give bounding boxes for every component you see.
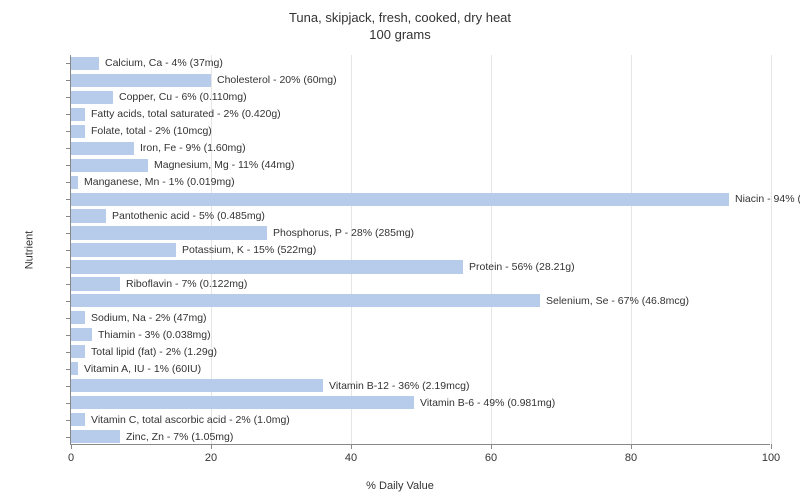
bar — [71, 277, 120, 290]
bar — [71, 430, 120, 443]
chart-title: Tuna, skipjack, fresh, cooked, dry heat … — [0, 0, 800, 44]
bar-label: Thiamin - 3% (0.038mg) — [98, 329, 211, 341]
title-line2: 100 grams — [369, 27, 430, 42]
title-line1: Tuna, skipjack, fresh, cooked, dry heat — [289, 10, 511, 25]
x-tick — [771, 444, 772, 449]
bar — [71, 74, 211, 87]
gridline — [771, 55, 772, 444]
bar-label: Protein - 56% (28.21g) — [469, 261, 575, 273]
bar — [71, 108, 85, 121]
x-tick-label: 100 — [762, 452, 780, 464]
bar — [71, 243, 176, 256]
bar-label: Pantothenic acid - 5% (0.485mg) — [112, 210, 265, 222]
bar — [71, 345, 85, 358]
bar — [71, 91, 113, 104]
bar-label: Fatty acids, total saturated - 2% (0.420… — [91, 108, 281, 120]
bar-label: Sodium, Na - 2% (47mg) — [91, 312, 207, 324]
x-axis-label: % Daily Value — [366, 480, 434, 492]
bar-label: Iron, Fe - 9% (1.60mg) — [140, 142, 246, 154]
bar-label: Copper, Cu - 6% (0.110mg) — [119, 91, 247, 103]
x-tick — [211, 444, 212, 449]
bar-label: Manganese, Mn - 1% (0.019mg) — [84, 176, 235, 188]
x-tick-label: 40 — [345, 452, 357, 464]
gridline — [491, 55, 492, 444]
x-tick — [71, 444, 72, 449]
chart-container: Tuna, skipjack, fresh, cooked, dry heat … — [0, 0, 800, 500]
gridline — [631, 55, 632, 444]
x-tick — [631, 444, 632, 449]
bar-label: Cholesterol - 20% (60mg) — [217, 74, 337, 86]
bar — [71, 396, 414, 409]
bar-label: Zinc, Zn - 7% (1.05mg) — [126, 431, 233, 443]
bar — [71, 260, 463, 273]
bar — [71, 328, 92, 341]
bar — [71, 142, 134, 155]
bar-label: Niacin - 94% (18.756mg) — [735, 193, 800, 205]
bar-label: Magnesium, Mg - 11% (44mg) — [154, 159, 294, 171]
x-tick-label: 20 — [205, 452, 217, 464]
bar-label: Vitamin C, total ascorbic acid - 2% (1.0… — [91, 414, 290, 426]
bar-label: Potassium, K - 15% (522mg) — [182, 244, 316, 256]
bar — [71, 413, 85, 426]
x-tick — [351, 444, 352, 449]
x-tick-label: 60 — [485, 452, 497, 464]
bar-label: Phosphorus, P - 28% (285mg) — [273, 227, 414, 239]
bar — [71, 125, 85, 138]
bar-label: Folate, total - 2% (10mcg) — [91, 125, 212, 137]
plot-area: 020406080100Calcium, Ca - 4% (37mg)Chole… — [70, 55, 770, 445]
bar-label: Vitamin B-6 - 49% (0.981mg) — [420, 397, 555, 409]
bar-label: Calcium, Ca - 4% (37mg) — [105, 57, 223, 69]
y-axis-label: Nutrient — [23, 231, 35, 270]
bar — [71, 176, 78, 189]
bar — [71, 311, 85, 324]
bar — [71, 57, 99, 70]
bar-label: Selenium, Se - 67% (46.8mcg) — [546, 295, 689, 307]
bar — [71, 193, 729, 206]
bar-label: Total lipid (fat) - 2% (1.29g) — [91, 346, 217, 358]
x-tick — [491, 444, 492, 449]
bar-label: Vitamin B-12 - 36% (2.19mcg) — [329, 380, 469, 392]
x-tick-label: 80 — [625, 452, 637, 464]
bar — [71, 226, 267, 239]
bar-label: Riboflavin - 7% (0.122mg) — [126, 278, 247, 290]
bar — [71, 362, 78, 375]
bar — [71, 379, 323, 392]
bar — [71, 159, 148, 172]
bar — [71, 209, 106, 222]
bar — [71, 294, 540, 307]
x-tick-label: 0 — [68, 452, 74, 464]
bar-label: Vitamin A, IU - 1% (60IU) — [84, 363, 201, 375]
